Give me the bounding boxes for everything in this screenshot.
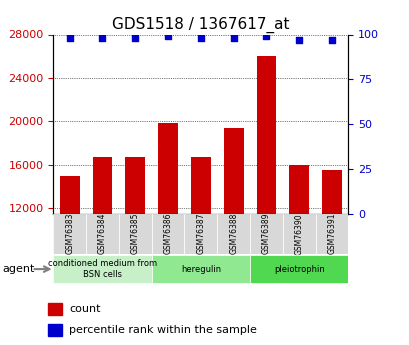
FancyBboxPatch shape <box>53 214 86 254</box>
Text: agent: agent <box>3 264 35 274</box>
Bar <box>125 157 145 214</box>
FancyBboxPatch shape <box>249 255 348 283</box>
Point <box>66 35 73 41</box>
Title: GDS1518 / 1367617_at: GDS1518 / 1367617_at <box>112 17 289 33</box>
Bar <box>256 56 276 214</box>
Point <box>164 33 171 39</box>
Point <box>230 35 236 41</box>
Text: percentile rank within the sample: percentile rank within the sample <box>69 325 256 335</box>
Point <box>197 35 204 41</box>
Text: GSM76391: GSM76391 <box>327 213 336 255</box>
Point <box>132 35 138 41</box>
Bar <box>223 128 243 214</box>
FancyBboxPatch shape <box>151 214 184 254</box>
Bar <box>289 165 308 214</box>
Text: conditioned medium from
BSN cells: conditioned medium from BSN cells <box>48 259 157 279</box>
Point <box>99 35 106 41</box>
Bar <box>158 122 178 214</box>
Text: GSM76383: GSM76383 <box>65 213 74 255</box>
Text: GSM76387: GSM76387 <box>196 213 205 255</box>
Text: GSM76388: GSM76388 <box>229 213 238 254</box>
FancyBboxPatch shape <box>86 214 119 254</box>
Text: GSM76385: GSM76385 <box>130 213 139 255</box>
Bar <box>191 157 210 214</box>
Bar <box>48 324 62 336</box>
FancyBboxPatch shape <box>184 214 217 254</box>
FancyBboxPatch shape <box>151 255 249 283</box>
Text: pleiotrophin: pleiotrophin <box>273 265 324 274</box>
FancyBboxPatch shape <box>53 255 151 283</box>
Point <box>328 37 335 43</box>
Text: GSM76386: GSM76386 <box>163 213 172 255</box>
FancyBboxPatch shape <box>315 214 348 254</box>
Point <box>263 33 269 39</box>
FancyBboxPatch shape <box>282 214 315 254</box>
Bar <box>92 157 112 214</box>
Text: heregulin: heregulin <box>180 265 220 274</box>
Point <box>295 37 302 43</box>
Bar <box>321 170 341 214</box>
Bar <box>60 176 79 214</box>
Text: GSM76384: GSM76384 <box>98 213 107 255</box>
FancyBboxPatch shape <box>249 214 282 254</box>
Bar <box>48 303 62 315</box>
FancyBboxPatch shape <box>119 214 151 254</box>
Text: GSM76390: GSM76390 <box>294 213 303 255</box>
Text: GSM76389: GSM76389 <box>261 213 270 255</box>
FancyBboxPatch shape <box>217 214 249 254</box>
Text: count: count <box>69 304 100 314</box>
